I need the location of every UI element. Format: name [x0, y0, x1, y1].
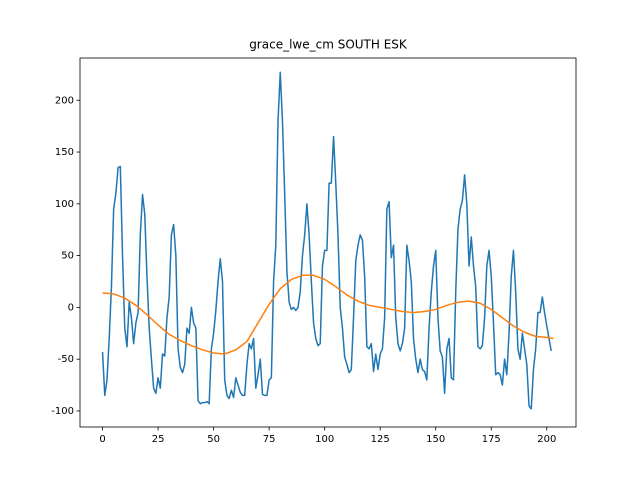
y-tick-label: 150	[55, 147, 74, 158]
x-tick-label: 150	[426, 434, 445, 445]
y-tick-label: 200	[55, 95, 74, 106]
axes-frame	[79, 57, 577, 428]
x-tick-label: 50	[207, 434, 220, 445]
y-tick-label: 50	[61, 251, 74, 262]
x-tick-label: 125	[371, 434, 390, 445]
y-tick-label: -50	[58, 354, 74, 365]
x-tick-label: 100	[315, 434, 334, 445]
x-tick-label: 200	[537, 434, 556, 445]
chart-title: grace_lwe_cm SOUTH ESK	[249, 38, 408, 52]
y-tick-label: 100	[55, 199, 74, 210]
data-line	[102, 274, 554, 355]
plot-area	[101, 71, 554, 410]
y-tick-label: 0	[68, 302, 74, 313]
x-tick-label: 25	[152, 434, 165, 445]
x-tick-label: 175	[482, 434, 501, 445]
y-tick-label: -100	[51, 406, 74, 417]
x-tick-label: 0	[99, 434, 105, 445]
x-tick-label: 75	[263, 434, 276, 445]
data-line	[101, 71, 552, 410]
